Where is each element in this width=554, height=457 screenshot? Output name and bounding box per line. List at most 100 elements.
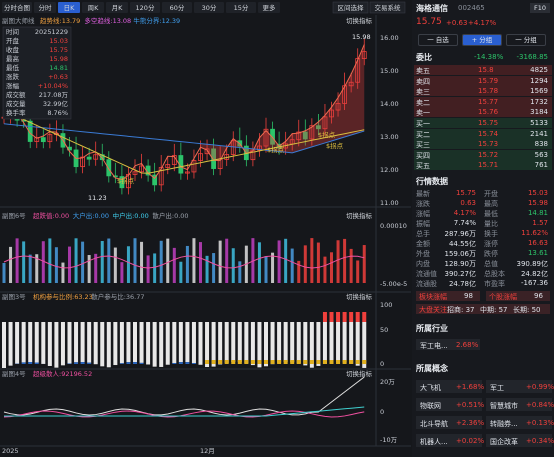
ratio-bar bbox=[172, 322, 177, 364]
info-value: 14.81 bbox=[49, 64, 68, 72]
tab-label[interactable]: 月K bbox=[112, 4, 124, 12]
ratio-bar bbox=[185, 362, 190, 364]
tab-label[interactable]: 更多 bbox=[263, 3, 277, 12]
concept-name: 大飞机 bbox=[420, 384, 441, 392]
tool-button[interactable] bbox=[332, 1, 369, 14]
concept-change: +0.99% bbox=[526, 383, 554, 391]
tab[interactable] bbox=[34, 2, 56, 13]
concept-chip[interactable] bbox=[486, 380, 552, 393]
tab[interactable] bbox=[162, 2, 192, 13]
concept-chip[interactable] bbox=[416, 380, 482, 393]
tab[interactable] bbox=[106, 2, 128, 13]
candle-body bbox=[165, 164, 171, 168]
indicator-value: 大户出:0.00 bbox=[73, 211, 109, 220]
indicator-bar bbox=[356, 260, 360, 283]
action-button[interactable]: 一 分组 bbox=[506, 34, 546, 46]
ratio-bar bbox=[74, 362, 79, 364]
industry-chip[interactable] bbox=[416, 339, 480, 350]
ratio-bar bbox=[231, 360, 236, 364]
ratio-bar bbox=[87, 362, 92, 364]
tab-label[interactable]: 15分 bbox=[234, 3, 249, 12]
ratio-bar bbox=[322, 312, 327, 322]
quote-panel: 海格通信 002465 F10 15.75 +0.63 +4.17% 一 自选 + 分组一 分… bbox=[412, 0, 554, 457]
order-volume: 2141 bbox=[530, 129, 548, 138]
candle-body bbox=[198, 153, 203, 161]
quote-value: 16.63 bbox=[527, 239, 548, 247]
tab-label[interactable]: 分时 bbox=[39, 3, 53, 12]
tab[interactable] bbox=[226, 2, 256, 13]
ratio-bar bbox=[303, 360, 308, 364]
price-axis-label: 12.00 bbox=[380, 166, 399, 174]
ma-line bbox=[3, 123, 365, 154]
tab-label[interactable]: 分时合图 bbox=[4, 3, 30, 12]
tab[interactable] bbox=[194, 2, 224, 13]
order-label: 买二 bbox=[416, 130, 430, 139]
ratio-bar bbox=[198, 322, 203, 365]
concept-chip[interactable] bbox=[486, 398, 552, 411]
indicator-bar bbox=[41, 241, 45, 283]
candle-body bbox=[126, 174, 131, 189]
quote-label: 涨跌 bbox=[416, 200, 430, 208]
concept-name: 机器人... bbox=[420, 438, 448, 446]
order-volume: 563 bbox=[534, 150, 548, 159]
axis-label: 50 bbox=[380, 326, 388, 334]
order-volume: 1569 bbox=[530, 87, 548, 96]
concept-chip[interactable] bbox=[416, 398, 482, 411]
tab-label[interactable]: 120分 bbox=[136, 3, 155, 12]
indicator-bar bbox=[100, 241, 104, 283]
ratio-bar bbox=[362, 360, 367, 364]
order-volume: 1294 bbox=[530, 76, 548, 85]
switch-indicator[interactable]: 切换指标 bbox=[346, 292, 373, 301]
concept-chip[interactable] bbox=[486, 434, 552, 447]
tab-label[interactable]: 30分 bbox=[202, 3, 217, 12]
info-value: 20251229 bbox=[35, 28, 68, 36]
ratio-bar bbox=[87, 322, 92, 363]
concept-chip[interactable] bbox=[416, 434, 482, 447]
tab[interactable] bbox=[2, 2, 32, 13]
candle-body bbox=[302, 131, 308, 140]
tab[interactable] bbox=[58, 2, 80, 13]
price-chart bbox=[1, 38, 367, 418]
tab[interactable] bbox=[82, 2, 104, 13]
concept-chip[interactable] bbox=[486, 416, 552, 429]
ratio-bar bbox=[119, 322, 124, 364]
f10-button[interactable]: F10 bbox=[530, 3, 550, 13]
ratio-bar bbox=[349, 312, 354, 322]
tab-label[interactable]: 周K bbox=[88, 4, 100, 12]
weibi-diff: -3168.85 bbox=[516, 53, 548, 61]
tool-button[interactable] bbox=[369, 1, 406, 14]
ratio-bar bbox=[60, 322, 65, 366]
indicator-bar bbox=[166, 238, 170, 283]
ratio-bar bbox=[47, 322, 52, 366]
switch-indicator[interactable]: 切换指标 bbox=[346, 16, 373, 25]
ratio-bar bbox=[178, 322, 183, 363]
ratio-bar bbox=[336, 312, 341, 322]
order-label: 卖二 bbox=[416, 98, 430, 107]
action-button[interactable]: + 分组 bbox=[462, 34, 502, 46]
tool-label[interactable]: 区间选择 bbox=[338, 3, 365, 12]
switch-indicator[interactable]: 切换指标 bbox=[346, 369, 373, 378]
quote-label: 最新 bbox=[416, 190, 430, 198]
quote-value: 0.63 bbox=[460, 199, 476, 207]
switch-indicator[interactable]: 切换指标 bbox=[346, 211, 373, 220]
quote-label: 总股本 bbox=[484, 270, 505, 278]
chart-area: 分时合图 分时 日K 周K 月K 120分 60分 30分 15分 更多 区间选择 交易系统副图大师线… bbox=[0, 0, 411, 457]
tab-label[interactable]: 60分 bbox=[170, 3, 185, 12]
ratio-bar bbox=[336, 360, 341, 364]
info-label: 成交额 bbox=[6, 90, 26, 99]
action-button[interactable]: 一 自选 bbox=[418, 34, 458, 46]
concept-chip[interactable] bbox=[416, 416, 482, 429]
candle-body bbox=[40, 137, 46, 143]
indicator-bar bbox=[87, 255, 91, 283]
info-value: 217.08万 bbox=[39, 91, 69, 99]
order-label: 卖一 bbox=[416, 109, 430, 118]
tab-label[interactable]: 日K bbox=[64, 4, 76, 12]
tab[interactable] bbox=[130, 2, 160, 13]
tool-label[interactable]: 交易系统 bbox=[375, 3, 402, 12]
tab[interactable] bbox=[258, 2, 280, 13]
info-label: 成交量 bbox=[6, 99, 26, 108]
candle-body bbox=[106, 159, 112, 177]
ratio-bar bbox=[106, 322, 111, 368]
order-row bbox=[414, 149, 552, 160]
order-price: 15.76 bbox=[478, 108, 499, 117]
